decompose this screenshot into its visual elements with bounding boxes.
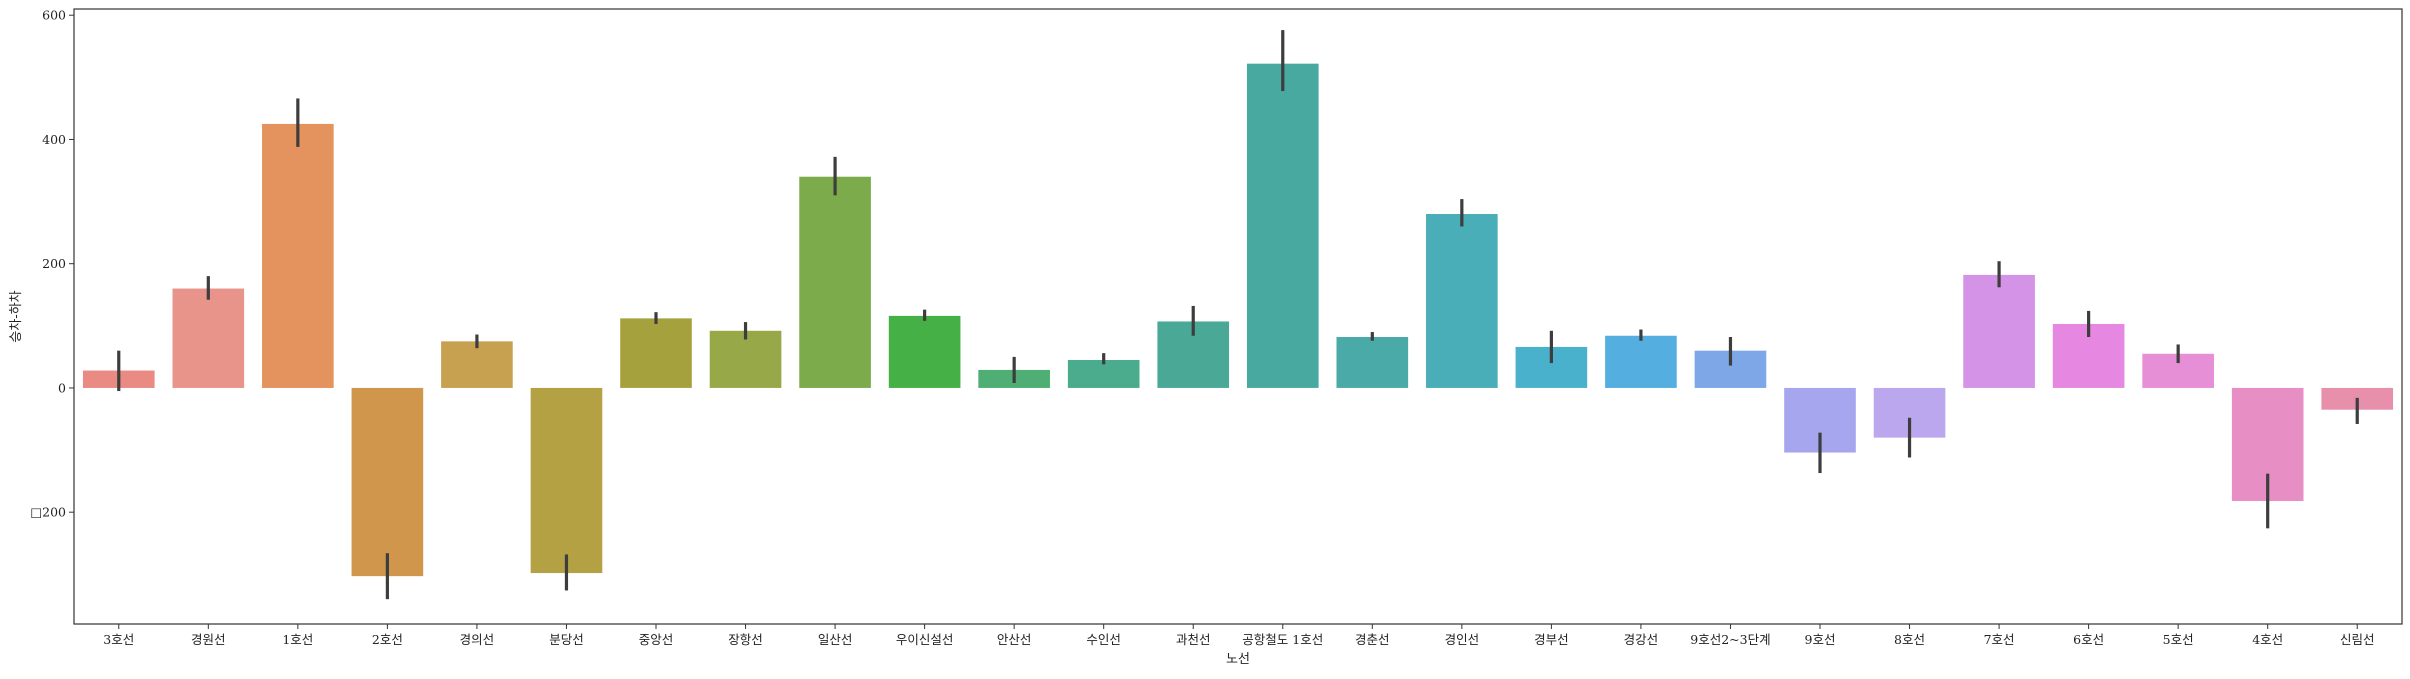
bars-layer — [82, 63, 2394, 577]
x-tick-label: 중앙선 — [639, 632, 674, 647]
bar — [709, 330, 782, 388]
x-tick-label: 9호선2~3단계 — [1690, 632, 1770, 647]
bar — [351, 387, 424, 577]
x-axis-label: 노선 — [1226, 652, 1250, 667]
x-tick-label: 공항철도 1호선 — [1242, 632, 1323, 647]
x-tick-label: 경원선 — [191, 632, 226, 647]
y-tick-label: 200 — [42, 256, 66, 271]
x-tick-label: 경부선 — [1534, 632, 1569, 647]
y-tick-label: □200 — [30, 505, 66, 520]
x-tick-label: 장항선 — [728, 632, 763, 647]
error-bars-layer — [117, 30, 2359, 600]
x-tick-label: 1호선 — [282, 632, 313, 647]
x-tick-label: 경의선 — [460, 632, 495, 647]
x-tick-label: 경강선 — [1624, 632, 1659, 647]
x-tick-label: 7호선 — [1984, 632, 2015, 647]
bar — [1246, 63, 1319, 388]
x-tick-label: 신림선 — [2340, 632, 2375, 647]
x-tick-label: 일산선 — [818, 632, 853, 647]
y-axis: 600 400 200 0 □200 — [30, 8, 74, 520]
y-tick-label: 600 — [42, 8, 66, 23]
bar — [620, 318, 692, 388]
bar — [441, 341, 513, 388]
x-tick-label: 분당선 — [549, 632, 584, 647]
x-tick-label: 6호선 — [2073, 632, 2104, 647]
x-tick-label: 5호선 — [2163, 632, 2194, 647]
x-tick-label: 8호선 — [1894, 632, 1925, 647]
bar — [888, 315, 961, 388]
x-tick-label: 경인선 — [1445, 632, 1480, 647]
x-tick-label: 9호선 — [1805, 632, 1836, 647]
bar — [1605, 335, 1677, 388]
y-axis-label: 승차-하차 — [9, 290, 24, 342]
plot-frame — [73, 8, 2403, 625]
bar — [530, 387, 603, 574]
x-tick-label: 경춘선 — [1355, 632, 1390, 647]
bar — [1336, 337, 1409, 388]
x-tick-label: 2호선 — [372, 632, 403, 647]
bar — [172, 288, 245, 388]
x-tick-label: 우이신설선 — [896, 632, 954, 647]
y-tick-label: 0 — [58, 380, 66, 395]
x-axis: 3호선 경원선 1호선 2호선 경의선 분당선 중앙선 장항선 일산선 우이신설선 안산선 수인선 과천… — [103, 624, 2374, 647]
bar — [262, 123, 334, 388]
x-tick-label: 과천선 — [1176, 632, 1211, 647]
bar — [1963, 274, 2035, 388]
bar — [1426, 214, 1498, 388]
y-tick-label: 400 — [42, 132, 66, 147]
x-tick-label: 4호선 — [2252, 632, 2283, 647]
x-tick-label: 3호선 — [103, 632, 134, 647]
bar — [799, 176, 871, 388]
bar — [1067, 359, 1140, 388]
x-tick-label: 수인선 — [1086, 632, 1121, 647]
x-tick-label: 안산선 — [997, 632, 1032, 647]
